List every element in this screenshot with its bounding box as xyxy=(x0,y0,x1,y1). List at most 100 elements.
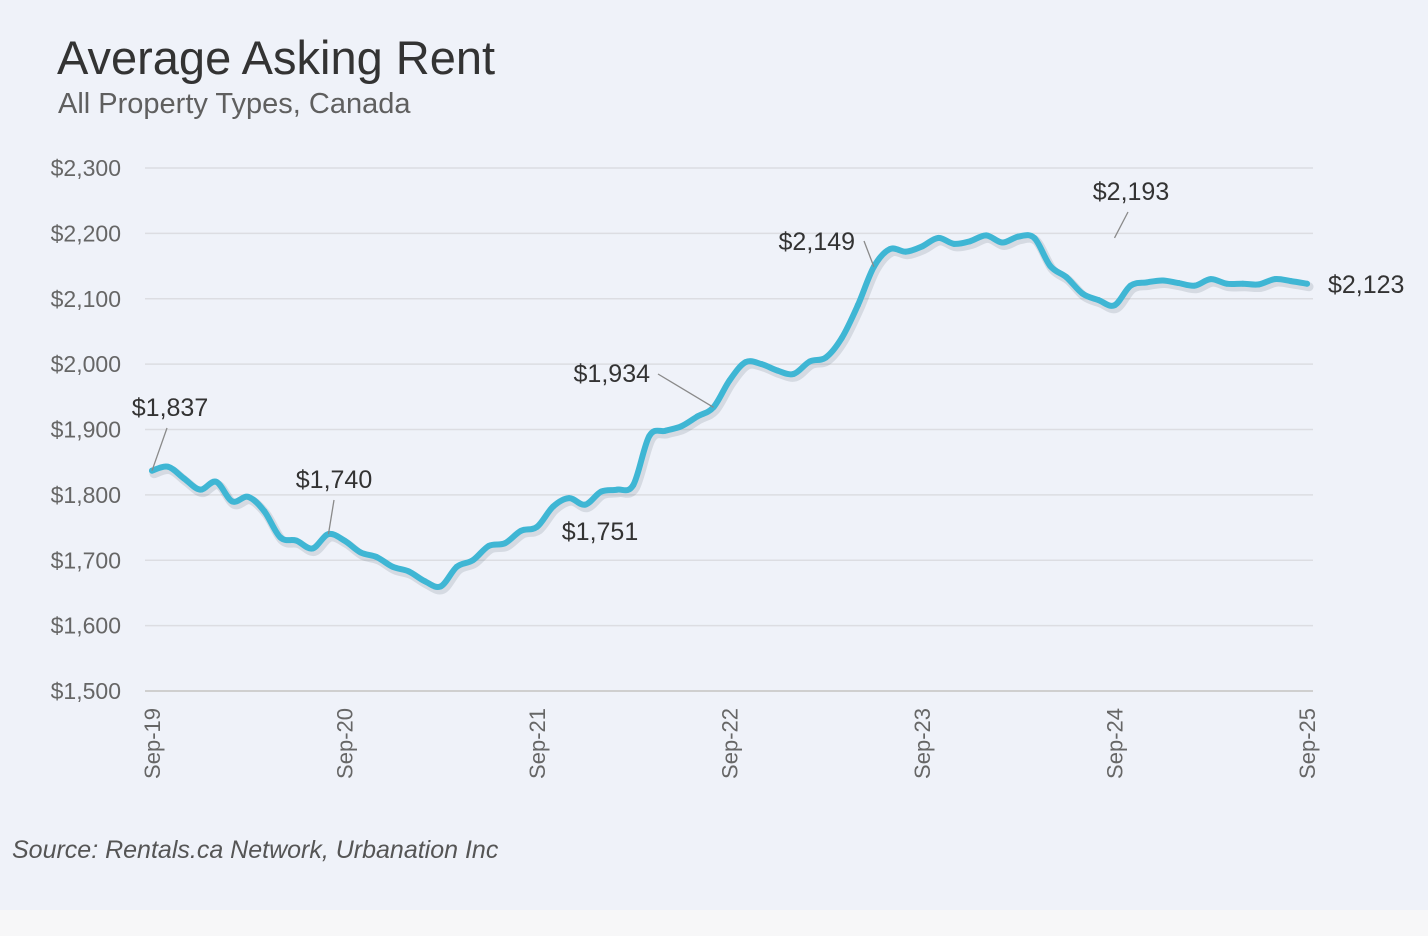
y-tick-label: $2,100 xyxy=(51,286,121,312)
data-point xyxy=(951,240,958,247)
y-tick-label: $2,000 xyxy=(51,351,121,377)
data-point xyxy=(935,234,942,241)
data-point xyxy=(886,246,893,253)
data-point xyxy=(582,501,589,508)
data-point xyxy=(854,302,861,309)
data-point xyxy=(341,537,348,544)
data-point xyxy=(806,358,813,365)
data-point xyxy=(229,498,236,505)
data-point xyxy=(1191,282,1198,289)
series-group xyxy=(149,232,1314,595)
data-point xyxy=(758,361,765,368)
data-point xyxy=(742,359,749,366)
x-axis-ticks: Sep-19 Sep-20 Sep-21 Sep-22 Sep-23 Sep-24 Sep-… xyxy=(140,708,1320,779)
data-point xyxy=(165,463,172,470)
x-tick-label: Sep-19 xyxy=(140,708,165,779)
data-point xyxy=(1255,281,1262,288)
data-point xyxy=(1159,277,1166,284)
data-point xyxy=(309,545,316,552)
x-tick-label: Sep-22 xyxy=(718,708,743,779)
data-point xyxy=(277,534,284,541)
data-point xyxy=(245,493,252,500)
data-point xyxy=(630,482,637,489)
data-point xyxy=(678,423,685,430)
data-point xyxy=(1207,276,1214,283)
data-point xyxy=(421,578,428,585)
data-point xyxy=(838,334,845,341)
data-label: $2,193 xyxy=(1093,178,1169,206)
data-point xyxy=(213,478,220,485)
x-tick-label: Sep-23 xyxy=(910,708,935,779)
data-label: $2,123 xyxy=(1328,271,1404,299)
data-point xyxy=(197,486,204,493)
data-point xyxy=(1015,233,1022,240)
data-point xyxy=(726,377,733,384)
data-point xyxy=(1223,280,1230,287)
data-point xyxy=(598,488,605,495)
x-tick-label: Sep-21 xyxy=(525,708,550,779)
y-axis-ticks: $1,500 $1,600 $1,700 $1,800 $1,900 $2,000 $2,1… xyxy=(51,155,121,704)
data-label: $1,740 xyxy=(296,466,372,494)
chart-title: Average Asking Rent xyxy=(57,31,496,84)
data-label-leader xyxy=(151,427,168,471)
data-point xyxy=(405,568,412,575)
data-point xyxy=(1304,280,1310,287)
data-point xyxy=(774,367,781,374)
data-point xyxy=(967,238,974,245)
data-point xyxy=(1127,282,1134,289)
data-point xyxy=(1095,297,1102,304)
y-tick-label: $1,700 xyxy=(51,547,121,573)
data-point xyxy=(1175,280,1182,287)
data-label-leader xyxy=(327,499,335,535)
chart-card: Average Asking Rent All Property Types, … xyxy=(12,31,1405,864)
y-tick-label: $2,300 xyxy=(51,155,121,181)
data-point xyxy=(790,370,797,377)
data-point xyxy=(534,523,540,530)
data-point xyxy=(1047,263,1054,270)
data-labels: $1,837 $1,740 $1,751 $1,934 $2,149 $2,193 $2,1… xyxy=(132,178,1405,546)
data-point xyxy=(469,557,476,564)
data-point xyxy=(373,553,380,560)
data-point xyxy=(1063,274,1070,281)
data-point xyxy=(485,542,492,549)
data-point xyxy=(501,540,508,547)
data-point xyxy=(662,427,669,434)
data-point xyxy=(919,243,925,250)
data-point xyxy=(181,475,188,482)
y-tick-label: $1,600 xyxy=(51,613,121,639)
line-chart: $1,500 $1,600 $1,700 $1,800 $1,900 $2,000 $2,1… xyxy=(51,155,1405,779)
data-point xyxy=(1239,280,1246,287)
data-label: $2,149 xyxy=(779,228,855,256)
data-point xyxy=(694,413,701,420)
data-label: $1,934 xyxy=(574,360,651,388)
data-point xyxy=(1287,278,1294,285)
data-point xyxy=(646,433,653,440)
source-note: Source: Rentals.ca Network, Urbanation I… xyxy=(12,836,499,864)
data-point xyxy=(1079,290,1086,297)
y-tick-label: $1,900 xyxy=(51,417,121,443)
data-point xyxy=(566,495,573,502)
data-label-leader xyxy=(657,373,714,408)
data-point xyxy=(389,563,396,570)
data-point xyxy=(1143,279,1150,286)
data-point xyxy=(1031,234,1038,241)
data-point xyxy=(1111,302,1118,309)
y-tick-label: $2,200 xyxy=(51,220,121,246)
data-label: $1,837 xyxy=(132,394,208,422)
data-label-leader xyxy=(1113,211,1129,239)
data-point xyxy=(902,248,909,255)
x-tick-label: Sep-25 xyxy=(1295,708,1320,779)
data-point xyxy=(293,537,300,544)
data-point xyxy=(614,486,621,493)
data-point xyxy=(1271,276,1278,283)
x-tick-label: Sep-20 xyxy=(333,708,358,779)
data-label: $1,751 xyxy=(562,518,638,546)
data-label-leader xyxy=(863,240,875,267)
data-point xyxy=(453,563,460,570)
data-point xyxy=(550,503,557,510)
data-point xyxy=(357,549,364,556)
chart-subtitle: All Property Types, Canada xyxy=(58,88,411,120)
data-point xyxy=(437,583,444,590)
data-point xyxy=(983,232,990,239)
gridlines xyxy=(145,167,1313,692)
